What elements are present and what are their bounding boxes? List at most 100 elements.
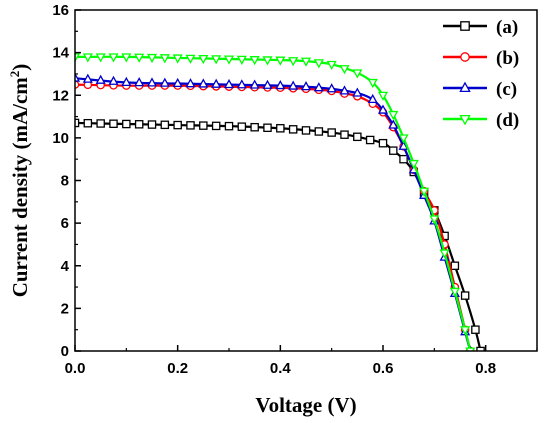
data-point xyxy=(300,57,312,67)
series-2 xyxy=(75,80,475,351)
legend-marker xyxy=(460,52,470,62)
tick-labels-layer: 0.0 0.2 0.4 0.6 0.8 0 2 4 6 8 10 12 14 16 xyxy=(52,2,496,377)
data-point xyxy=(146,53,158,64)
data-point xyxy=(440,231,449,241)
data-point xyxy=(275,79,286,90)
data-point xyxy=(147,120,157,129)
data-point xyxy=(122,119,131,129)
legend-label: (a) xyxy=(496,17,518,38)
data-point xyxy=(236,79,247,89)
data-point xyxy=(211,78,222,88)
data-point xyxy=(211,55,222,65)
data-point xyxy=(159,77,170,87)
series-3 xyxy=(75,72,474,351)
data-point xyxy=(367,93,378,104)
data-point xyxy=(172,54,183,64)
data-point xyxy=(339,85,350,95)
data-point xyxy=(389,146,398,155)
data-point xyxy=(327,128,336,137)
data-point xyxy=(339,65,350,75)
data-point xyxy=(249,79,260,89)
x-tick-label: 0.2 xyxy=(167,360,188,377)
data-point xyxy=(388,119,399,129)
data-point xyxy=(146,77,158,87)
y-tick-label: 16 xyxy=(52,2,69,19)
data-point xyxy=(450,261,460,270)
data-point xyxy=(326,83,337,93)
data-point xyxy=(429,215,440,225)
data-point xyxy=(249,56,260,66)
data-point xyxy=(75,53,81,63)
data-point xyxy=(300,81,312,91)
data-point xyxy=(198,78,209,88)
data-point xyxy=(108,53,119,63)
legend-item: (c) xyxy=(443,79,517,100)
data-point xyxy=(399,154,408,164)
data-point xyxy=(121,76,132,86)
y-axis-title: Current density (mA/cm2) xyxy=(7,64,32,298)
x-axis-title: Voltage (V) xyxy=(255,393,356,417)
data-point xyxy=(159,54,170,64)
data-point xyxy=(95,74,106,84)
x-tick-label: 0.0 xyxy=(65,360,86,377)
legend-marker xyxy=(459,114,471,126)
series-line xyxy=(75,121,482,351)
ticks-layer xyxy=(74,9,538,352)
legend-item: (a) xyxy=(443,17,518,38)
data-point xyxy=(460,291,470,300)
data-point xyxy=(172,77,183,88)
data-point xyxy=(378,138,388,148)
data-point xyxy=(365,135,375,145)
legend-marker xyxy=(459,81,471,93)
legend-label: (d) xyxy=(496,110,519,131)
data-point xyxy=(160,120,170,130)
data-point xyxy=(223,78,235,89)
series-line xyxy=(75,77,472,351)
data-point xyxy=(250,122,259,132)
y-tick-label: 4 xyxy=(61,258,70,275)
data-point xyxy=(471,325,480,334)
data-point xyxy=(276,124,285,133)
data-point xyxy=(313,82,324,92)
data-point xyxy=(288,80,299,90)
data-point xyxy=(224,121,234,131)
data-point xyxy=(439,249,450,259)
data-point xyxy=(109,119,118,129)
series-1 xyxy=(75,118,485,351)
data-point xyxy=(460,326,471,336)
data-point xyxy=(96,119,105,128)
y-tick-label: 12 xyxy=(52,87,69,104)
data-point xyxy=(95,53,106,63)
legend-label: (c) xyxy=(496,79,517,100)
legend-item: (b) xyxy=(443,48,519,69)
data-point xyxy=(367,78,378,89)
data-point xyxy=(262,56,273,66)
data-point xyxy=(352,87,363,97)
data-point xyxy=(108,75,119,85)
y-axis-title-main: Current density (mA/cm xyxy=(8,77,32,298)
data-point xyxy=(236,55,247,65)
data-point xyxy=(398,134,409,144)
data-point xyxy=(198,54,209,65)
y-tick-label: 10 xyxy=(52,130,69,147)
data-point xyxy=(82,73,93,83)
y-tick-label: 0 xyxy=(61,343,69,360)
y-tick-label: 2 xyxy=(61,300,69,317)
data-point xyxy=(377,91,389,101)
data-point xyxy=(388,110,399,121)
series-layer xyxy=(75,53,485,351)
data-point xyxy=(288,57,299,67)
y-tick-label: 6 xyxy=(61,215,69,232)
y-tick-label: 8 xyxy=(61,173,69,190)
data-point xyxy=(313,59,324,69)
x-tick-label: 0.4 xyxy=(270,360,292,377)
y-axis-title-superscript: 2 xyxy=(7,71,22,78)
data-point xyxy=(186,121,195,130)
data-point xyxy=(449,287,460,297)
series-4 xyxy=(75,53,476,351)
data-point xyxy=(173,120,182,130)
legend-marker xyxy=(460,21,470,31)
data-point xyxy=(185,78,196,88)
series-line xyxy=(75,55,472,351)
